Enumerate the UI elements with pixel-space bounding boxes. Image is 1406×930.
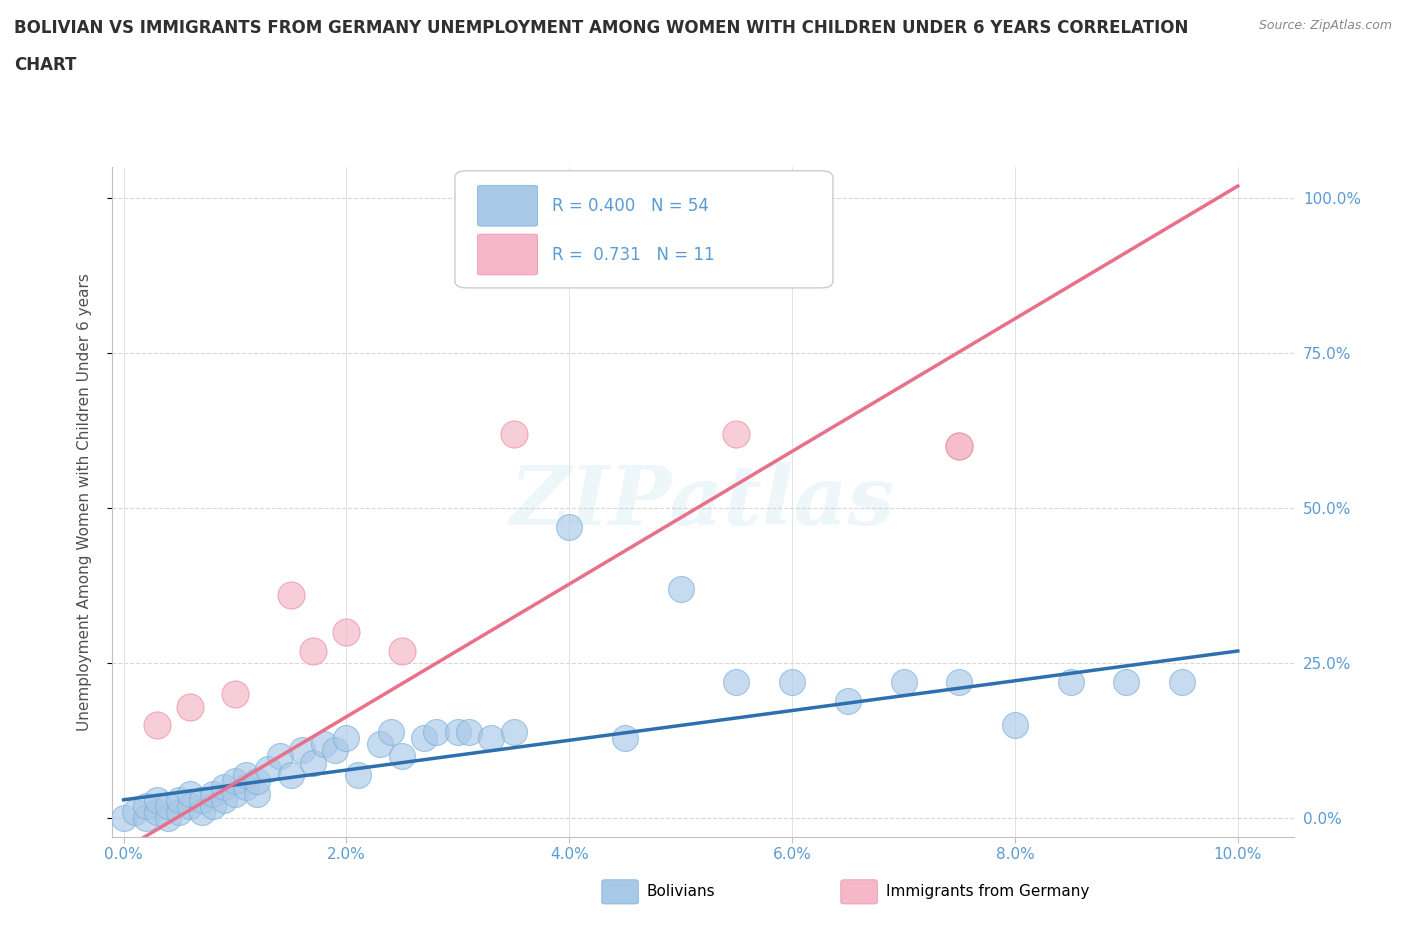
Point — [948, 439, 970, 454]
Point — [458, 724, 481, 739]
Point — [224, 774, 246, 789]
Point — [235, 767, 257, 782]
Point — [179, 786, 201, 801]
Point — [948, 674, 970, 689]
Point — [169, 792, 191, 807]
Point — [1171, 674, 1194, 689]
Point — [146, 804, 169, 819]
Point — [235, 780, 257, 795]
Point — [479, 730, 502, 745]
Point — [335, 730, 357, 745]
Point — [391, 749, 413, 764]
Point — [135, 799, 157, 814]
Point — [335, 625, 357, 640]
Point — [112, 811, 135, 826]
Text: Bolivians: Bolivians — [647, 884, 716, 899]
Point — [725, 674, 748, 689]
Point — [948, 439, 970, 454]
Point — [146, 718, 169, 733]
FancyBboxPatch shape — [478, 234, 537, 275]
Point — [780, 674, 803, 689]
Point — [179, 799, 201, 814]
Point — [224, 687, 246, 702]
Point — [280, 767, 302, 782]
Point — [179, 699, 201, 714]
Point — [893, 674, 915, 689]
Point — [1060, 674, 1083, 689]
Point — [212, 780, 235, 795]
Text: CHART: CHART — [14, 56, 76, 73]
Point — [302, 755, 325, 770]
Point — [246, 774, 269, 789]
Text: R =  0.731   N = 11: R = 0.731 N = 11 — [551, 246, 714, 263]
Point — [669, 581, 692, 596]
Text: BOLIVIAN VS IMMIGRANTS FROM GERMANY UNEMPLOYMENT AMONG WOMEN WITH CHILDREN UNDER: BOLIVIAN VS IMMIGRANTS FROM GERMANY UNEM… — [14, 19, 1188, 36]
Point — [1004, 718, 1026, 733]
Point — [190, 804, 212, 819]
Point — [346, 767, 368, 782]
Point — [725, 427, 748, 442]
Point — [425, 724, 447, 739]
Point — [135, 811, 157, 826]
Text: ZIPatlas: ZIPatlas — [510, 462, 896, 542]
Text: Immigrants from Germany: Immigrants from Germany — [886, 884, 1090, 899]
Point — [280, 588, 302, 603]
Point — [413, 730, 436, 745]
Point — [614, 730, 637, 745]
Point — [201, 786, 224, 801]
Point — [190, 792, 212, 807]
FancyBboxPatch shape — [478, 185, 537, 226]
Point — [146, 792, 169, 807]
Point — [1115, 674, 1137, 689]
Point — [368, 737, 391, 751]
Text: R = 0.400   N = 54: R = 0.400 N = 54 — [551, 197, 709, 215]
Point — [169, 804, 191, 819]
Point — [224, 786, 246, 801]
Point — [212, 792, 235, 807]
Point — [380, 724, 402, 739]
Text: Source: ZipAtlas.com: Source: ZipAtlas.com — [1258, 19, 1392, 32]
Point — [269, 749, 291, 764]
FancyBboxPatch shape — [456, 171, 832, 288]
Point — [302, 644, 325, 658]
Point — [291, 743, 314, 758]
Point — [257, 762, 280, 777]
Point — [837, 693, 859, 708]
Point — [124, 804, 146, 819]
Point — [391, 644, 413, 658]
Point — [323, 743, 346, 758]
Point — [246, 786, 269, 801]
Point — [314, 737, 336, 751]
Point — [502, 724, 524, 739]
Y-axis label: Unemployment Among Women with Children Under 6 years: Unemployment Among Women with Children U… — [77, 273, 91, 731]
Point — [502, 427, 524, 442]
Point — [558, 520, 581, 535]
Point — [157, 799, 180, 814]
Point — [201, 799, 224, 814]
Point — [157, 811, 180, 826]
Point — [447, 724, 470, 739]
